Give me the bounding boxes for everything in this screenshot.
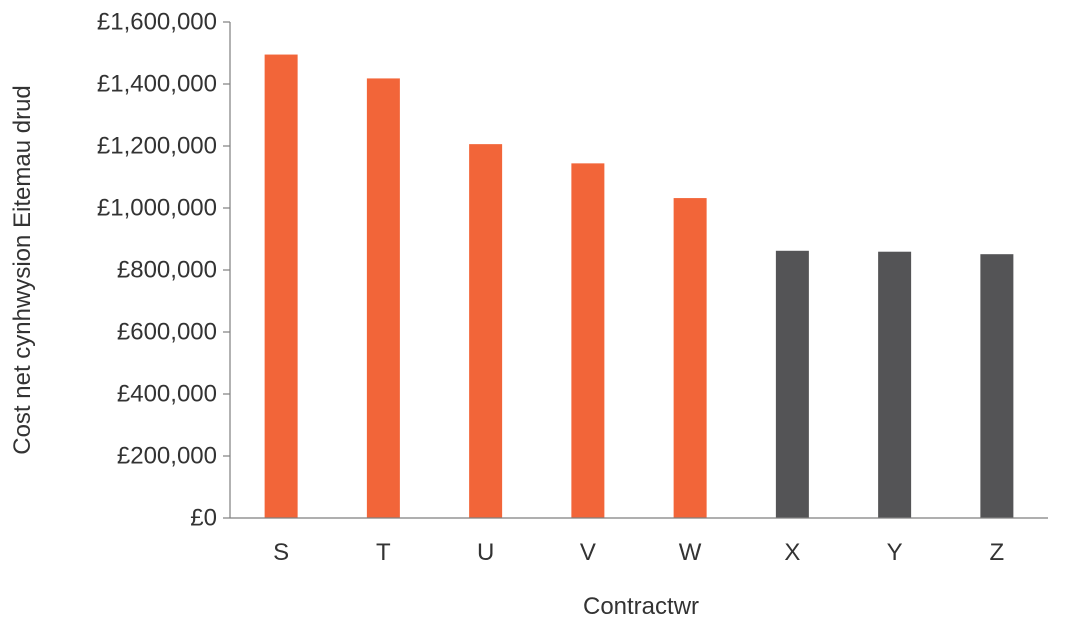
- x-tick-label: T: [376, 539, 391, 566]
- bars: [264, 54, 1014, 519]
- x-tick-label: U: [477, 539, 494, 566]
- x-axis: S T U V W X Y Z: [273, 539, 1004, 566]
- bar-w: [673, 198, 707, 518]
- y-tick-label: £1,000,000: [97, 195, 217, 222]
- y-tick-label: £600,000: [117, 319, 217, 346]
- bar-v: [571, 163, 605, 519]
- x-tick-label: S: [273, 539, 289, 566]
- y-tick-label: £1,600,000: [97, 9, 217, 36]
- bar-x: [775, 250, 809, 518]
- x-tick-label: Z: [990, 539, 1005, 566]
- bar-u: [469, 144, 503, 518]
- y-axis-title: Cost net cynhwysion Eitemau drud: [9, 85, 36, 455]
- y-tick-label: £1,400,000: [97, 71, 217, 98]
- bar-s: [264, 54, 298, 519]
- bar-z: [980, 254, 1014, 518]
- y-tick-label: £1,200,000: [97, 133, 217, 160]
- y-tick-label: £0: [190, 505, 217, 532]
- y-tick-label: £200,000: [117, 443, 217, 470]
- x-tick-label: X: [784, 539, 800, 566]
- x-tick-label: W: [679, 539, 702, 566]
- x-tick-label: V: [580, 539, 596, 566]
- bar-y: [878, 251, 912, 518]
- bar-t: [366, 78, 400, 519]
- y-axis: £0 £200,000 £400,000 £600,000 £800,000 £1,000…: [97, 9, 230, 532]
- x-axis-title: Contractwr: [583, 593, 699, 617]
- y-tick-label: £400,000: [117, 381, 217, 408]
- y-tick-label: £800,000: [117, 257, 217, 284]
- x-tick-label: Y: [887, 539, 903, 566]
